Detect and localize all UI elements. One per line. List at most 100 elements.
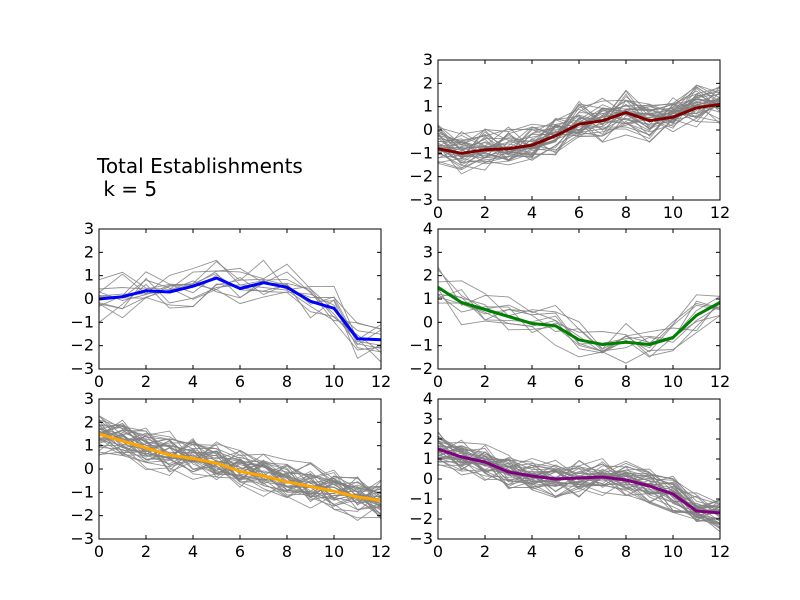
x-tick-label: 8 [621,203,631,222]
figure-title-line-2: k = 5 [97,177,157,201]
y-tick-label: 2 [423,73,433,92]
member-series-line [438,302,720,358]
y-tick-label: −3 [409,190,433,209]
member-series-line [99,423,381,499]
x-tick-label: 0 [433,203,443,222]
member-series-line [99,433,381,501]
member-series-line [99,276,381,349]
member-series-line [99,259,381,330]
x-tick-label: 6 [574,372,584,391]
y-tick-label: 4 [423,389,433,408]
y-tick-label: 0 [423,312,433,331]
y-tick-label: 0 [84,289,94,308]
centroid-series-line [438,447,720,515]
member-series-line [99,446,381,522]
y-tick-label: 1 [423,289,433,308]
x-tick-label: 12 [710,203,730,222]
figure-title-line-1: Total Establishments [96,154,303,178]
member-series-line [99,277,381,330]
y-tick-label: 0 [423,120,433,139]
x-tick-label: 4 [527,542,537,561]
member-series-line [438,440,720,511]
member-series-line [99,434,381,505]
x-tick-label: 8 [282,372,292,391]
x-tick-label: 12 [710,542,730,561]
y-tick-label: −1 [70,482,94,501]
x-tick-label: 8 [621,372,631,391]
y-tick-label: 1 [84,266,94,285]
member-series-line [438,450,720,505]
x-tick-label: 6 [574,203,584,222]
axes-frame [437,228,721,370]
member-series-line [438,280,720,350]
member-series-line [438,85,720,155]
member-series-line [438,439,720,513]
member-series-line [438,84,720,160]
member-series-line [99,419,381,504]
x-tick-label: 2 [141,542,151,561]
x-tick-label: 12 [710,372,730,391]
y-tick-label: −1 [409,336,433,355]
member-series-line [438,109,720,161]
y-tick-label: 1 [423,449,433,468]
y-tick-label: 3 [84,389,94,408]
x-tick-label: 6 [235,372,245,391]
y-tick-label: 1 [84,436,94,455]
y-tick-label: 3 [423,50,433,69]
x-tick-label: 0 [94,542,104,561]
y-tick-label: −2 [409,167,433,186]
axes-frame [98,398,382,540]
member-series-line [438,288,720,364]
centroid-series-line [99,432,381,502]
x-tick-label: 2 [480,203,490,222]
member-series-line [438,93,720,159]
centroid-series-line [99,276,381,342]
x-tick-label: 10 [663,542,683,561]
x-tick-label: 10 [663,203,683,222]
member-series-line [438,293,720,345]
member-series-line [438,266,720,352]
member-series-line [99,445,381,515]
member-series-line [438,99,720,162]
member-series-line [438,447,720,532]
y-tick-label: −3 [70,529,94,548]
x-tick-label: 2 [480,542,490,561]
x-tick-label: 6 [574,542,584,561]
member-series-line [438,87,720,155]
y-tick-label: −3 [70,359,94,378]
x-tick-label: 0 [433,372,443,391]
x-tick-label: 4 [188,372,198,391]
member-series-line [99,267,381,346]
x-tick-label: 2 [480,372,490,391]
plot-area [438,266,720,364]
centroid-series-line [438,286,720,346]
member-series-line [438,442,720,511]
y-tick-label: 1 [423,97,433,116]
y-tick-label: 2 [423,429,433,448]
y-tick-label: 3 [423,242,433,261]
y-tick-label: 4 [423,219,433,238]
x-tick-label: 0 [94,372,104,391]
x-tick-label: 4 [527,372,537,391]
member-series-line [438,289,720,353]
x-tick-label: 12 [371,542,391,561]
member-series-line [99,431,381,511]
plot-area [438,84,720,175]
plot-area [99,415,381,522]
x-tick-label: 6 [235,542,245,561]
member-series-line [438,102,720,165]
member-series-line [99,278,381,360]
plot-area [99,259,381,363]
y-tick-label: 3 [423,409,433,428]
y-tick-label: 0 [84,459,94,478]
member-series-line [99,444,381,517]
y-tick-label: 3 [84,219,94,238]
y-tick-label: −1 [409,143,433,162]
y-tick-label: 2 [423,266,433,285]
x-tick-label: 10 [324,542,344,561]
